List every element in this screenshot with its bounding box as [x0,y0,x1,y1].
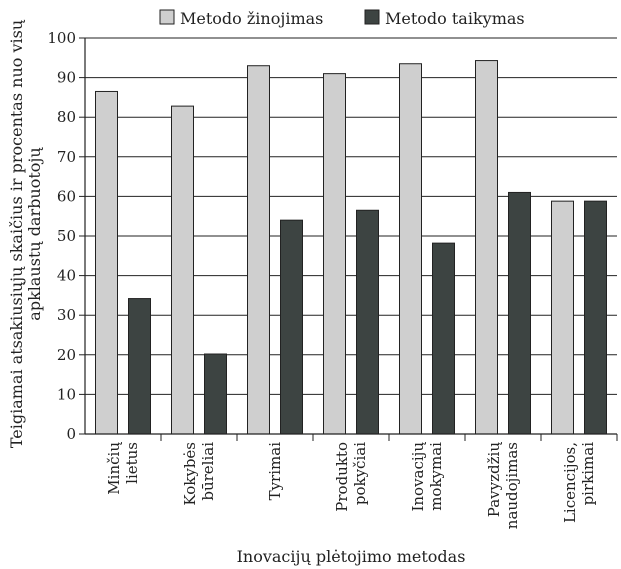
bar-metodo-taikymas-pavyzdziu-naudojimas [508,191,531,435]
x-tick-label-line: Kokybės [181,442,199,506]
bar-metodo-taikymas-minciu-lietus [128,298,151,435]
y-tick-label: 100 [47,29,76,47]
y-axis-title: Teigiamai atsakiusiųjų skaičius ir proce… [7,19,44,448]
x-tick-label-line: mokymai [427,442,445,511]
x-tick-label-line: pokyčiai [351,442,369,505]
x-tick-label-inovaciju-mokymai: Inovacijų mokymai [409,442,445,512]
x-tick-label-pavyzdziu-naudojimas: Pavyzdžių naudojimas [485,442,521,530]
bar-metodo-zinojimas-licencijos-pirkimai [551,200,574,435]
bars [95,60,607,435]
x-tick-label-line: Tyrimai [266,442,284,501]
legend-label-metodo-taikymas: Metodo taikymas [385,9,525,28]
legend-label-metodo-zinojimas: Metodo žinojimas [180,9,323,28]
bar-metodo-taikymas-kokybes-bureliai [204,353,227,435]
x-tick-labels: Minčių lietus Kokybės būreliai Tyrimai Produk… [105,434,618,530]
y-tick-label: 10 [57,385,76,403]
y-axis-title-line-2: apklaustų darbuotojų [25,147,44,321]
y-tick-label: 40 [57,267,76,285]
y-axis-title-line-1: Teigiamai atsakiusiųjų skaičius ir proce… [7,19,26,448]
x-tick-label-line: pirkimai [579,442,597,506]
x-tick-label-produkto-pokyciai: Produkto pokyčiai [333,442,369,512]
x-tick-label-line: lietus [123,442,141,484]
bar-metodo-taikymas-produkto-pokyciai [356,209,379,435]
bar-metodo-zinojimas-minciu-lietus [95,90,118,435]
legend-swatch-metodo-zinojimas [159,9,175,25]
y-tick-label: 30 [57,306,76,324]
bar-metodo-zinojimas-tyrimai [247,65,270,435]
grid-lines [85,37,617,395]
bar-metodo-taikymas-tyrimai [280,219,303,435]
bar-metodo-taikymas-licencijos-pirkimai [584,200,607,435]
y-tick-label: 50 [57,227,76,245]
x-tick-label-line: naudojimas [503,442,521,529]
bar-metodo-zinojimas-kokybes-bureliai [171,105,194,435]
x-tick-label-tyrimai: Tyrimai [266,442,284,501]
y-tick-label: 60 [57,187,76,205]
x-tick-label-licencijos-pirkimai: Licencijos, pirkimai [561,442,597,523]
x-tick-label-line: Inovacijų [409,442,427,512]
y-tick-label: 90 [57,69,76,87]
x-axis-title: Inovacijų plėtojimo metodas [237,547,466,566]
bar-metodo-zinojimas-inovaciju-mokymai [399,63,422,435]
y-tick-labels: 0 10 20 30 40 50 60 70 80 90 100 [47,29,85,443]
x-tick-label-line: Minčių [105,442,123,495]
bar-metodo-zinojimas-pavyzdziu-naudojimas [475,60,498,435]
legend-swatch-metodo-taikymas [364,9,380,25]
bar-metodo-zinojimas-produkto-pokyciai [323,73,346,435]
y-tick-label: 80 [57,108,76,126]
x-tick-label-line: būreliai [199,442,217,501]
y-tick-label: 70 [57,148,76,166]
x-tick-label-minciu-lietus: Minčių lietus [105,442,141,495]
y-tick-label: 0 [66,425,76,443]
y-tick-label: 20 [57,346,76,364]
bar-metodo-taikymas-inovaciju-mokymai [432,242,455,435]
x-tick-label-line: Licencijos, [561,442,579,523]
legend: Metodo žinojimas Metodo taikymas [159,9,525,28]
x-tick-label-kokybes-bureliai: Kokybės būreliai [181,442,217,506]
x-tick-label-line: Pavyzdžių [485,442,503,518]
x-tick-label-line: Produkto [333,442,351,512]
